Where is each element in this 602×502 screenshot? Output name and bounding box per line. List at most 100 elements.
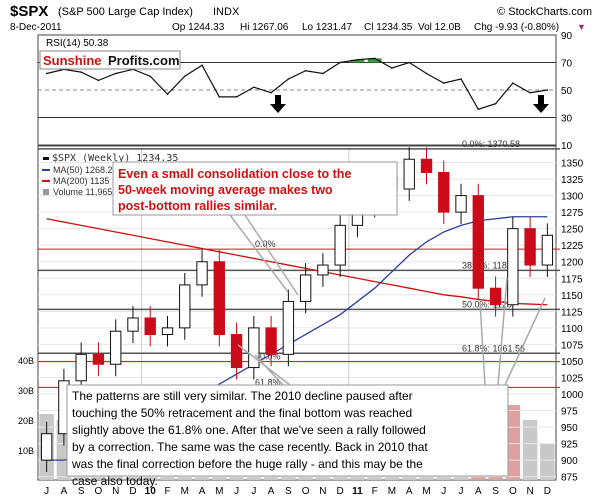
annotation-bottom: The patterns are still very similar. The… bbox=[66, 384, 509, 488]
legend-volume: Volume 11,965 bbox=[53, 187, 112, 197]
ma200-line bbox=[46, 218, 548, 306]
rsi-tick-label: 90 bbox=[561, 31, 573, 42]
rsi-point bbox=[373, 57, 376, 60]
rsi-point bbox=[529, 91, 531, 94]
annotation-line: The patterns are still very similar. The… bbox=[72, 389, 413, 403]
volume-tick-label: 10B bbox=[18, 446, 34, 456]
price-tick-label: 975 bbox=[561, 407, 578, 418]
annotation-line: touching the 50% retracement and the fin… bbox=[72, 406, 412, 420]
x-tick-label: F bbox=[164, 486, 170, 497]
x-tick-label: F bbox=[372, 486, 378, 497]
rsi-point bbox=[477, 108, 480, 111]
rsi-point bbox=[287, 78, 290, 80]
rsi-point bbox=[97, 79, 100, 82]
fib-2011-label: 0.0%: 1370.58 bbox=[462, 139, 520, 149]
rsi-overbought-fill bbox=[367, 58, 382, 63]
candle-body bbox=[40, 433, 53, 461]
rsi-point bbox=[80, 71, 82, 73]
candle-body bbox=[144, 317, 156, 335]
price-tick-label: 1025 bbox=[561, 373, 584, 384]
exchange: INDX bbox=[213, 6, 240, 18]
fib-2011-label: 38.2%: 1187 bbox=[462, 260, 512, 270]
x-tick-label: J bbox=[459, 486, 464, 497]
candle-body bbox=[317, 264, 329, 276]
x-tick-label: S bbox=[78, 486, 85, 497]
change-value: Chg -9.93 (-0.80%) bbox=[474, 22, 559, 33]
x-tick-label: N bbox=[112, 486, 119, 497]
candle-body bbox=[179, 284, 191, 329]
rsi-point bbox=[114, 72, 117, 75]
x-tick-label: N bbox=[319, 486, 326, 497]
candle-body bbox=[213, 261, 225, 335]
x-tick-label: M bbox=[388, 486, 396, 497]
symbol: $SPX bbox=[10, 3, 48, 20]
fib-2011-label: 61.8%: 1061.56 bbox=[462, 343, 525, 353]
rsi-point bbox=[149, 75, 152, 78]
x-tick-label: A bbox=[199, 486, 206, 497]
volume-tick-label: 20B bbox=[18, 416, 34, 426]
rsi-point bbox=[166, 93, 169, 95]
x-tick-label: A bbox=[268, 486, 275, 497]
volume-tick-label: 30B bbox=[18, 386, 34, 396]
index-name: (S&P 500 Large Cap Index) bbox=[58, 6, 193, 18]
annotation-pointers bbox=[229, 214, 546, 386]
x-tick-label: O bbox=[302, 486, 310, 497]
volume-bar bbox=[505, 405, 521, 480]
candle-body bbox=[403, 158, 415, 190]
rsi-point bbox=[339, 61, 341, 64]
high-value: Hi 1267.06 bbox=[240, 22, 289, 33]
change-down-icon: ▼ bbox=[577, 22, 586, 32]
date: 8-Dec-2011 bbox=[10, 22, 62, 33]
annotation-top: Even a small consolidation close to the 5… bbox=[112, 161, 398, 216]
x-tick-label: J bbox=[441, 486, 446, 497]
rsi-point bbox=[270, 91, 272, 94]
candle-body bbox=[92, 353, 105, 365]
price-tick-label: 1250 bbox=[561, 225, 584, 236]
annotation-line: post-bottom rallies similar. bbox=[118, 199, 277, 213]
candle-body bbox=[161, 327, 174, 335]
volume-value: Vol 12.0B bbox=[418, 22, 461, 33]
candle-body bbox=[438, 171, 450, 213]
rsi-point bbox=[460, 78, 462, 80]
rsi-point bbox=[391, 67, 393, 69]
open-value: Op 1244.33 bbox=[172, 22, 225, 33]
rsi-label: RSI(14) 50.38 bbox=[46, 38, 109, 49]
annotation-bottom-text: The patterns are still very similar. The… bbox=[71, 389, 428, 488]
logo-word-profits: Profits.com bbox=[108, 53, 180, 68]
annotation-line: slightly above the 61.8% one. After that… bbox=[72, 423, 426, 437]
rsi-point bbox=[546, 89, 549, 91]
candle-body bbox=[110, 330, 122, 365]
chart-header: $SPX (S&P 500 Large Cap Index) INDX © St… bbox=[10, 3, 592, 33]
rsi-point bbox=[425, 72, 428, 75]
rsi-overbought-fill bbox=[350, 59, 365, 63]
rsi-point bbox=[183, 75, 186, 78]
volume-bar bbox=[540, 444, 555, 480]
candle-body bbox=[524, 228, 536, 266]
price-tick-label: 1000 bbox=[561, 390, 584, 401]
candle-body bbox=[472, 195, 484, 289]
rsi-point bbox=[322, 72, 324, 75]
low-value: Lo 1231.47 bbox=[302, 22, 352, 33]
rsi-point bbox=[408, 61, 411, 64]
logo-word-sunshine: Sunshine bbox=[43, 53, 102, 68]
candle-body bbox=[265, 327, 277, 355]
price-tick-label: 1050 bbox=[561, 357, 584, 368]
volume-tick-label: 40B bbox=[18, 356, 34, 366]
price-tick-label: 1175 bbox=[561, 274, 583, 285]
x-tick-label: M bbox=[181, 486, 189, 497]
x-tick-label: M bbox=[215, 486, 223, 497]
price-tick-label: 1100 bbox=[561, 324, 583, 335]
price-tick-label: 1200 bbox=[561, 258, 584, 269]
fib-2010-label: 61.8% bbox=[255, 377, 281, 387]
rsi-tick-label: 70 bbox=[561, 59, 573, 70]
annotation-line: 50-week moving average makes two bbox=[118, 183, 333, 197]
legend-title: $SPX (Weekly) 1234.35 bbox=[52, 153, 178, 164]
x-tick-label: A bbox=[61, 486, 68, 497]
x-tick-label: A bbox=[406, 486, 413, 497]
legend-ma50: MA(50) 1268.2 bbox=[53, 165, 113, 175]
price-tick-label: 1075 bbox=[561, 340, 584, 351]
fib-2010-label: 0.0% bbox=[255, 239, 276, 249]
arrow-up-icon bbox=[270, 95, 286, 113]
rsi-tick-label: 10 bbox=[561, 141, 573, 152]
